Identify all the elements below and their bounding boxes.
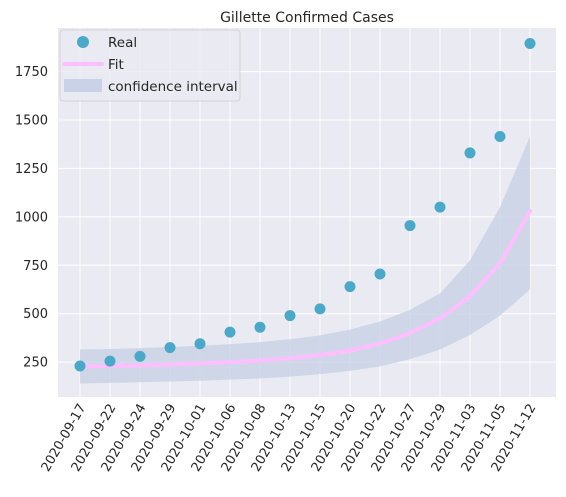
- data-point-real: [524, 37, 536, 49]
- fit-line: [78, 209, 532, 369]
- data-point-real: [284, 310, 296, 322]
- data-point-real: [344, 281, 356, 293]
- legend-marker-confidence-interval: [64, 79, 102, 92]
- data-point-real: [464, 147, 476, 159]
- y-tick-label: 250: [23, 356, 48, 371]
- data-point-real: [314, 303, 326, 315]
- y-tick-label: 1250: [15, 162, 48, 177]
- data-point-real: [104, 355, 116, 367]
- data-point-real: [374, 268, 386, 280]
- legend: Real Fit confidence interval: [59, 29, 241, 102]
- y-tick-label: 1750: [15, 65, 48, 80]
- data-point-real: [224, 326, 236, 338]
- y-tick-label: 1000: [15, 210, 48, 225]
- legend-box: [59, 29, 241, 102]
- data-point-real: [74, 360, 86, 372]
- y-tick-label: 500: [23, 307, 48, 322]
- data-point-real: [404, 220, 416, 232]
- legend-marker-real: [77, 36, 89, 48]
- confidence-interval-band: [80, 136, 530, 384]
- y-tick-labels: 250 500 750 1000 1250 1500 1750: [15, 65, 48, 371]
- x-tick-labels: 2020-09-172020-09-222020-09-242020-09-29…: [39, 402, 540, 475]
- y-tick-label: 750: [23, 259, 48, 274]
- chart-title: Gillette Confirmed Cases: [220, 10, 394, 26]
- legend-label-confidence-interval: confidence interval: [108, 79, 238, 95]
- data-point-real: [134, 350, 146, 362]
- y-tick-label: 1500: [15, 114, 48, 129]
- legend-label-real: Real: [108, 35, 137, 51]
- data-point-real: [494, 130, 506, 142]
- real-points: [74, 37, 536, 372]
- legend-label-fit: Fit: [108, 57, 124, 73]
- data-point-real: [164, 342, 176, 354]
- data-point-real: [194, 338, 206, 350]
- data-point-real: [254, 321, 266, 333]
- data-point-real: [434, 201, 446, 213]
